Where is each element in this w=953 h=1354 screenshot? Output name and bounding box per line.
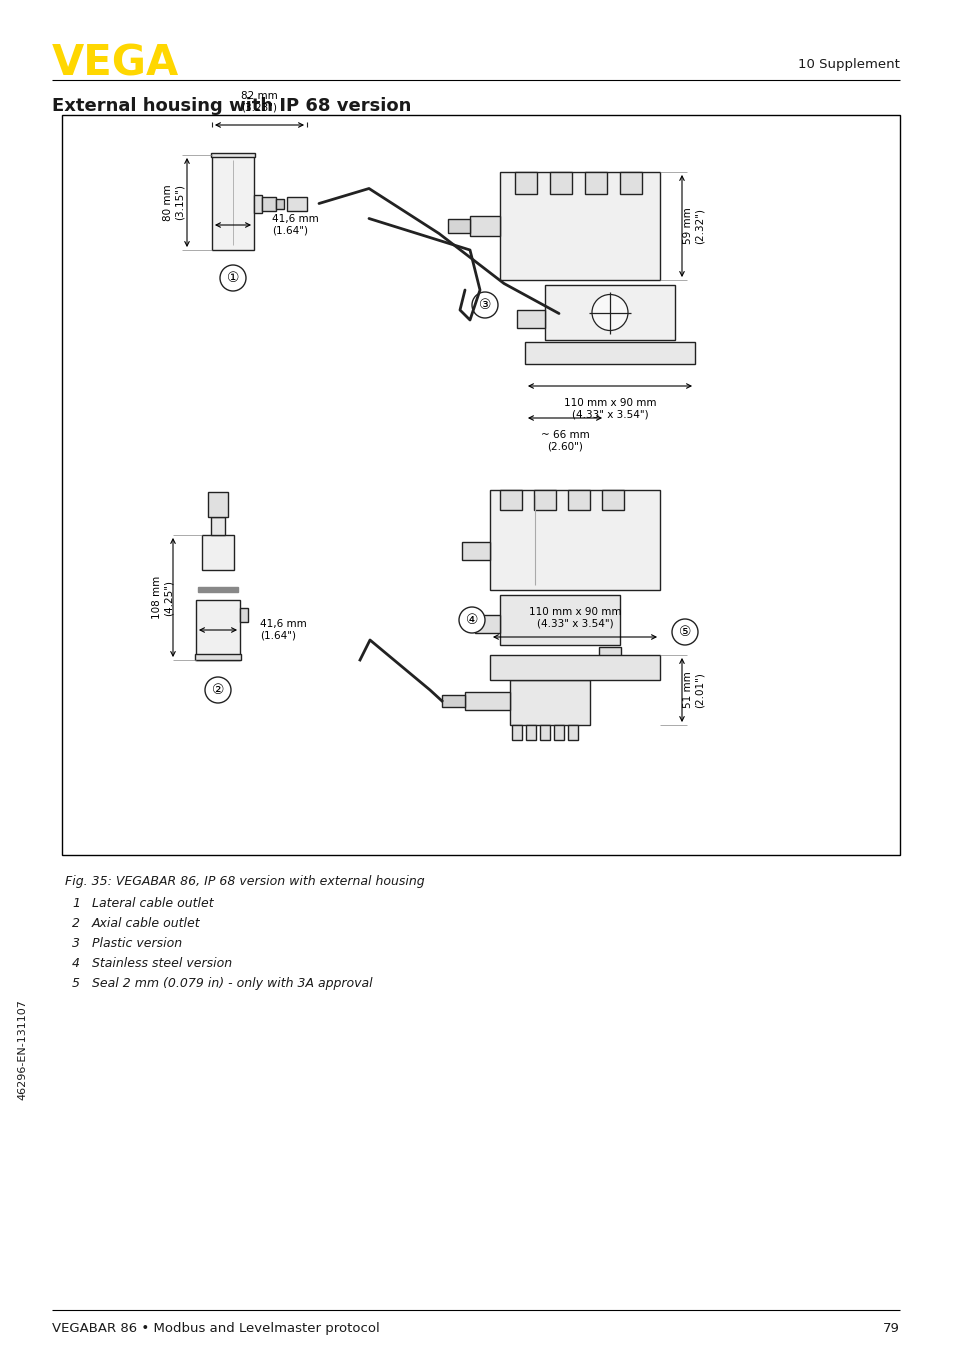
Bar xyxy=(534,490,556,510)
Bar xyxy=(194,654,241,659)
Circle shape xyxy=(220,265,246,291)
Bar xyxy=(619,172,641,194)
Text: Stainless steel version: Stainless steel version xyxy=(91,957,232,969)
Text: 80 mm
(3.15"): 80 mm (3.15") xyxy=(163,184,185,221)
Bar xyxy=(584,172,606,194)
Text: External housing with IP 68 version: External housing with IP 68 version xyxy=(52,97,411,115)
Circle shape xyxy=(592,295,627,330)
Bar xyxy=(515,172,537,194)
Circle shape xyxy=(603,651,616,663)
Text: 3: 3 xyxy=(71,937,80,951)
Bar xyxy=(464,692,510,709)
Text: ③: ③ xyxy=(478,298,491,311)
Circle shape xyxy=(671,619,698,645)
Text: Axial cable outlet: Axial cable outlet xyxy=(91,917,200,930)
Bar xyxy=(490,490,659,590)
Polygon shape xyxy=(510,529,535,575)
Text: Fig. 35: VEGABAR 86, IP 68 version with external housing: Fig. 35: VEGABAR 86, IP 68 version with … xyxy=(65,875,424,888)
Bar xyxy=(470,217,499,236)
Polygon shape xyxy=(195,570,240,600)
Text: ④: ④ xyxy=(465,613,477,627)
Bar xyxy=(287,196,307,210)
Text: 4: 4 xyxy=(71,957,80,969)
Polygon shape xyxy=(307,196,318,210)
Bar xyxy=(461,542,490,561)
Bar xyxy=(212,154,253,250)
Text: 108 mm
(4.25"): 108 mm (4.25") xyxy=(152,575,173,619)
Text: VEGABAR 86 • Modbus and Levelmaster protocol: VEGABAR 86 • Modbus and Levelmaster prot… xyxy=(52,1322,379,1335)
Bar xyxy=(499,172,659,280)
Bar xyxy=(524,343,695,364)
Bar xyxy=(62,115,899,854)
Circle shape xyxy=(205,677,231,703)
Circle shape xyxy=(472,292,497,318)
Bar xyxy=(448,219,470,233)
Text: 79: 79 xyxy=(882,1322,899,1335)
Text: Plastic version: Plastic version xyxy=(91,937,182,951)
Text: 51 mm
(2.01"): 51 mm (2.01") xyxy=(682,672,704,708)
Circle shape xyxy=(521,310,539,328)
Bar xyxy=(211,153,254,157)
Text: Seal 2 mm (0.079 in) - only with 3A approval: Seal 2 mm (0.079 in) - only with 3A appr… xyxy=(91,978,373,990)
Text: 41,6 mm
(1.64"): 41,6 mm (1.64") xyxy=(272,214,318,236)
Bar xyxy=(554,724,563,741)
Circle shape xyxy=(467,692,484,709)
Text: Lateral cable outlet: Lateral cable outlet xyxy=(91,896,213,910)
Bar xyxy=(475,615,499,634)
Bar xyxy=(253,195,262,213)
Text: 110 mm x 90 mm
(4.33" x 3.54"): 110 mm x 90 mm (4.33" x 3.54") xyxy=(528,608,620,630)
Bar xyxy=(550,172,572,194)
Text: ⑤: ⑤ xyxy=(678,626,691,639)
Bar xyxy=(525,724,536,741)
Bar xyxy=(240,608,248,621)
Bar xyxy=(517,310,544,328)
Bar xyxy=(202,535,233,570)
Text: 110 mm x 90 mm
(4.33" x 3.54"): 110 mm x 90 mm (4.33" x 3.54") xyxy=(563,398,656,420)
Circle shape xyxy=(452,219,465,233)
Bar xyxy=(208,492,228,517)
Polygon shape xyxy=(208,481,228,492)
Text: 5: 5 xyxy=(71,978,80,990)
Bar xyxy=(275,199,284,209)
Text: 41,6 mm
(1.64"): 41,6 mm (1.64") xyxy=(260,619,307,640)
Circle shape xyxy=(478,615,497,634)
Text: 1: 1 xyxy=(71,896,80,910)
Bar xyxy=(499,490,521,510)
Bar xyxy=(262,196,275,210)
Bar xyxy=(544,284,675,340)
Text: ~ 66 mm
(2.60"): ~ 66 mm (2.60") xyxy=(540,431,589,452)
Circle shape xyxy=(458,607,484,634)
Bar xyxy=(567,724,578,741)
Bar xyxy=(510,680,589,724)
Bar xyxy=(598,647,620,668)
Bar xyxy=(441,695,464,707)
Text: 59 mm
(2.32"): 59 mm (2.32") xyxy=(682,207,704,244)
Circle shape xyxy=(467,542,484,561)
Bar xyxy=(567,490,589,510)
Text: 2: 2 xyxy=(71,917,80,930)
Text: ②: ② xyxy=(212,682,224,697)
Bar xyxy=(499,594,619,645)
Bar xyxy=(490,655,659,680)
Bar xyxy=(539,724,550,741)
Text: 82 mm
(3.23"): 82 mm (3.23") xyxy=(241,92,277,112)
Bar xyxy=(195,600,240,659)
Bar xyxy=(198,588,237,592)
Text: 10 Supplement: 10 Supplement xyxy=(798,58,899,70)
Bar xyxy=(512,724,521,741)
Text: ①: ① xyxy=(227,271,239,284)
Bar xyxy=(211,517,225,535)
Text: 46296-EN-131107: 46296-EN-131107 xyxy=(17,999,27,1101)
Text: VEGA: VEGA xyxy=(52,42,179,84)
Bar xyxy=(601,490,623,510)
